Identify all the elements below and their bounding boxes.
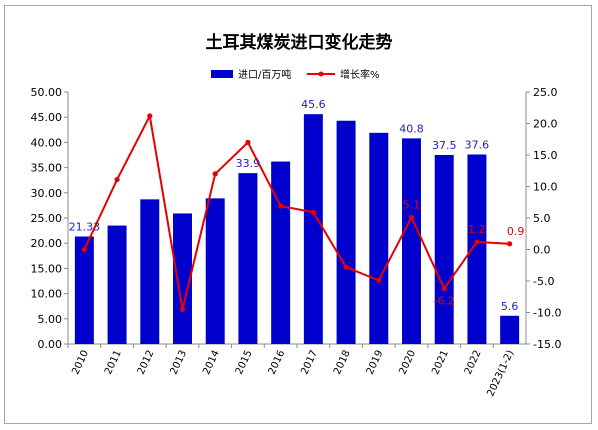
line-point <box>212 171 218 177</box>
bar <box>173 213 192 344</box>
x-tick-label: 2011 <box>103 349 124 377</box>
x-tick-label: 2010 <box>70 349 91 377</box>
bar <box>467 154 487 344</box>
y-right-tick-label: 0.0 <box>533 244 551 257</box>
bar <box>140 199 160 344</box>
y-left-tick-label: 30.00 <box>31 187 63 200</box>
line-point <box>343 264 349 270</box>
bar <box>402 138 421 344</box>
line-data-label: -6.2 <box>433 295 454 308</box>
bar <box>74 236 94 344</box>
x-tick-label: 2017 <box>299 349 320 377</box>
line-data-label: 5.1 <box>403 198 421 211</box>
y-left-tick-label: 15.00 <box>31 262 63 275</box>
line-point <box>245 139 251 145</box>
y-left-tick-label: 10.00 <box>31 288 63 301</box>
bar-data-label: 37.6 <box>465 138 490 151</box>
x-tick-label: 2013 <box>168 349 189 377</box>
line-point <box>376 277 382 283</box>
bar <box>107 225 127 344</box>
bar-data-label: 5.6 <box>501 300 519 313</box>
bar-data-label: 40.8 <box>399 122 424 135</box>
chart-frame <box>4 5 592 424</box>
data-labels: 21.33 33.9 45.6 40.8 37.5 37.6 5.6 5.1 -6.2 1.2 0.… <box>69 98 525 313</box>
chart-title: 土耳其煤炭进口变化走势 <box>206 32 393 53</box>
line-point <box>81 246 87 253</box>
y-right-tick-label: 5.0 <box>533 212 551 225</box>
y-right-tick-label: 25.0 <box>533 86 558 99</box>
y-left-tick-label: 20.00 <box>31 237 63 250</box>
bar <box>369 132 389 344</box>
y-right-tick-label: 20.0 <box>533 118 558 131</box>
x-tick-label: 2021 <box>430 349 451 377</box>
x-tick-label: 2023(1-2) <box>485 349 516 399</box>
bar <box>303 114 323 345</box>
bar-data-label: 21.33 <box>69 220 101 233</box>
line-data-label: 1.2 <box>468 223 486 236</box>
bar <box>336 120 356 344</box>
y-left-tick-label: 40.00 <box>31 136 63 149</box>
legend-line-label: 增长率% <box>340 68 380 81</box>
line-point <box>507 241 513 247</box>
x-tick-label: 2012 <box>136 349 157 377</box>
x-tick-label: 2020 <box>397 349 418 377</box>
y-left-tick-label: 35.00 <box>31 162 63 175</box>
y-right-tick-label: 10.0 <box>533 181 558 194</box>
line-point <box>474 239 480 245</box>
bar-series <box>74 114 520 345</box>
y-right-tick-label: 15.0 <box>533 149 558 162</box>
y-right-tick-label: -15.0 <box>533 338 561 351</box>
bar <box>271 161 291 344</box>
legend-bar-label: 进口/百万吨 <box>238 68 291 81</box>
bar <box>500 315 520 344</box>
y-right-tick-label: -10.0 <box>533 307 561 320</box>
bar <box>434 155 454 344</box>
x-tick-label: 2022 <box>463 349 484 377</box>
y-left-tick-label: 25.00 <box>31 212 63 225</box>
line-point <box>441 285 447 292</box>
y-left-tick-label: 0.00 <box>38 338 63 351</box>
x-tick-label: 2019 <box>365 349 386 377</box>
line-point <box>408 214 415 220</box>
chart-legend: 进口/百万吨 增长率% <box>211 68 380 81</box>
y-left-tick-label: 45.00 <box>31 111 63 124</box>
bar-data-label: 33.9 <box>236 157 261 170</box>
y-left-tick-label: 5.00 <box>38 313 63 326</box>
line-point <box>114 176 120 183</box>
bar-data-label: 37.5 <box>432 139 457 152</box>
line-point <box>147 113 153 119</box>
x-tick-label: 2018 <box>332 349 353 377</box>
y-left-tick-label: 50.00 <box>31 86 63 99</box>
bar-data-label: 45.6 <box>301 98 326 111</box>
x-tick-label: 2016 <box>267 349 288 377</box>
line-point <box>310 209 316 215</box>
x-tick-label: 2014 <box>201 349 222 377</box>
growth-line <box>83 112 510 310</box>
bar <box>238 173 258 344</box>
legend-line-marker <box>318 71 324 77</box>
chart-axes: 0.00 5.00 10.00 15.00 20.00 25.00 30.00 35.00 40… <box>31 86 562 398</box>
x-tick-label: 2015 <box>234 349 255 377</box>
legend-bar-swatch <box>211 70 233 78</box>
line-point <box>179 306 186 312</box>
line-data-label: 0.9 <box>507 225 525 238</box>
line-series <box>81 112 513 312</box>
y-right-tick-label: -5.0 <box>533 275 554 288</box>
bar <box>205 198 225 344</box>
line-point <box>278 203 284 209</box>
